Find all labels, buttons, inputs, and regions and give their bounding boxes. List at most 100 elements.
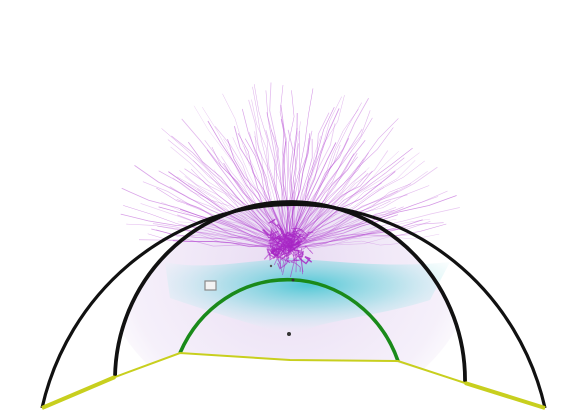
crack-core-segment	[295, 248, 304, 256]
crack-ray	[291, 112, 330, 247]
crack-ray	[284, 143, 299, 251]
crack-ray	[287, 219, 397, 248]
crack-core-segment	[262, 229, 275, 237]
crack-ray	[147, 233, 293, 247]
crack-ray	[253, 84, 285, 250]
crack-ray	[285, 156, 358, 249]
crack-ray	[171, 135, 293, 247]
crack-point-marker	[291, 278, 295, 282]
crack-ray	[269, 82, 291, 245]
crack-core-segment	[302, 245, 314, 255]
crack-ray	[286, 98, 369, 250]
crack-ray	[289, 194, 408, 248]
crack-ray	[248, 99, 287, 252]
crack-core-segment	[298, 256, 313, 265]
crack-ray	[289, 210, 395, 247]
crack-core-segment	[286, 231, 300, 240]
crack-ray	[288, 108, 340, 251]
crack-down-segment	[300, 253, 303, 275]
crack-down-segment	[273, 253, 280, 266]
crack-ray	[158, 170, 287, 247]
crack-ray	[291, 127, 394, 247]
crack-core-segment	[271, 235, 284, 242]
crack-core-segment	[283, 231, 296, 245]
outer-ring	[40, 202, 547, 409]
crack-ray	[156, 229, 285, 251]
crack-down-segment	[282, 253, 286, 267]
damage-zone	[165, 258, 450, 335]
crack-ray	[282, 129, 294, 250]
crack-network	[120, 82, 460, 253]
crack-ray	[227, 138, 290, 252]
crack-ray	[254, 131, 287, 247]
crack-ray	[284, 223, 447, 252]
crack-ray	[283, 90, 295, 248]
crack-core-segment	[292, 231, 302, 236]
crack-ray	[221, 156, 291, 246]
crack-core	[262, 218, 314, 278]
crack-ray	[292, 222, 444, 247]
crack-ray	[193, 105, 288, 249]
crack-ray	[121, 187, 293, 248]
crack-ray	[123, 205, 286, 251]
invert-base	[41, 351, 546, 410]
crack-ray	[290, 166, 438, 248]
crack-ray	[204, 140, 288, 246]
crack-ray	[232, 137, 290, 245]
crack-core-segment	[276, 223, 287, 241]
crack-ray	[284, 207, 460, 247]
crack-ray	[152, 223, 290, 251]
crack-ray	[288, 157, 405, 252]
crack-ray	[285, 123, 336, 250]
crack-ray	[265, 90, 289, 252]
crack-ray	[286, 228, 399, 249]
crack-ray	[288, 233, 440, 246]
crack-core-segment	[288, 240, 298, 253]
bottom-point-marker	[287, 332, 291, 336]
crack-ray	[290, 133, 311, 252]
crack-core-segment	[284, 244, 292, 254]
crack-ray	[158, 206, 289, 252]
crack-ray	[288, 142, 337, 246]
crack-ray	[286, 117, 373, 246]
crack-ray	[289, 200, 391, 246]
crack-down-segment	[282, 253, 288, 275]
crack-ray	[282, 102, 362, 251]
crack-ray	[284, 153, 358, 248]
crack-ray	[243, 146, 292, 245]
crack-core-segment	[271, 248, 282, 256]
crack-core-segment	[292, 246, 300, 257]
crack-ray	[270, 129, 285, 249]
crack-ray	[291, 183, 382, 252]
crack-ray	[120, 213, 289, 249]
crack-ray	[287, 152, 369, 247]
crack-ray	[287, 95, 345, 248]
inner-ring	[113, 200, 467, 384]
crack-ray	[202, 106, 291, 250]
crack-ray	[161, 128, 290, 247]
crack-ray	[285, 150, 389, 245]
crack-ray	[290, 152, 420, 246]
crack-ray	[223, 138, 288, 252]
crack-ray	[156, 187, 284, 248]
crack-ray	[181, 118, 286, 246]
crack-ray	[288, 88, 314, 249]
crack-core-segment	[268, 240, 276, 245]
inclusion-marker	[204, 280, 217, 291]
crack-ray	[291, 109, 359, 250]
crack-ray	[161, 201, 288, 253]
crack-core-segment	[268, 218, 283, 233]
crack-ray	[279, 84, 291, 247]
crack-ray	[291, 128, 363, 247]
crack-ray	[126, 223, 292, 252]
crack-point-marker-2	[269, 264, 273, 268]
crack-ray	[292, 220, 431, 250]
crack-ray	[251, 99, 293, 247]
crack-core-segment	[277, 256, 290, 270]
crack-ray	[140, 203, 286, 248]
crack-core-segment	[292, 228, 305, 238]
crack-core-segment	[270, 227, 279, 238]
crack-ray	[197, 188, 292, 253]
